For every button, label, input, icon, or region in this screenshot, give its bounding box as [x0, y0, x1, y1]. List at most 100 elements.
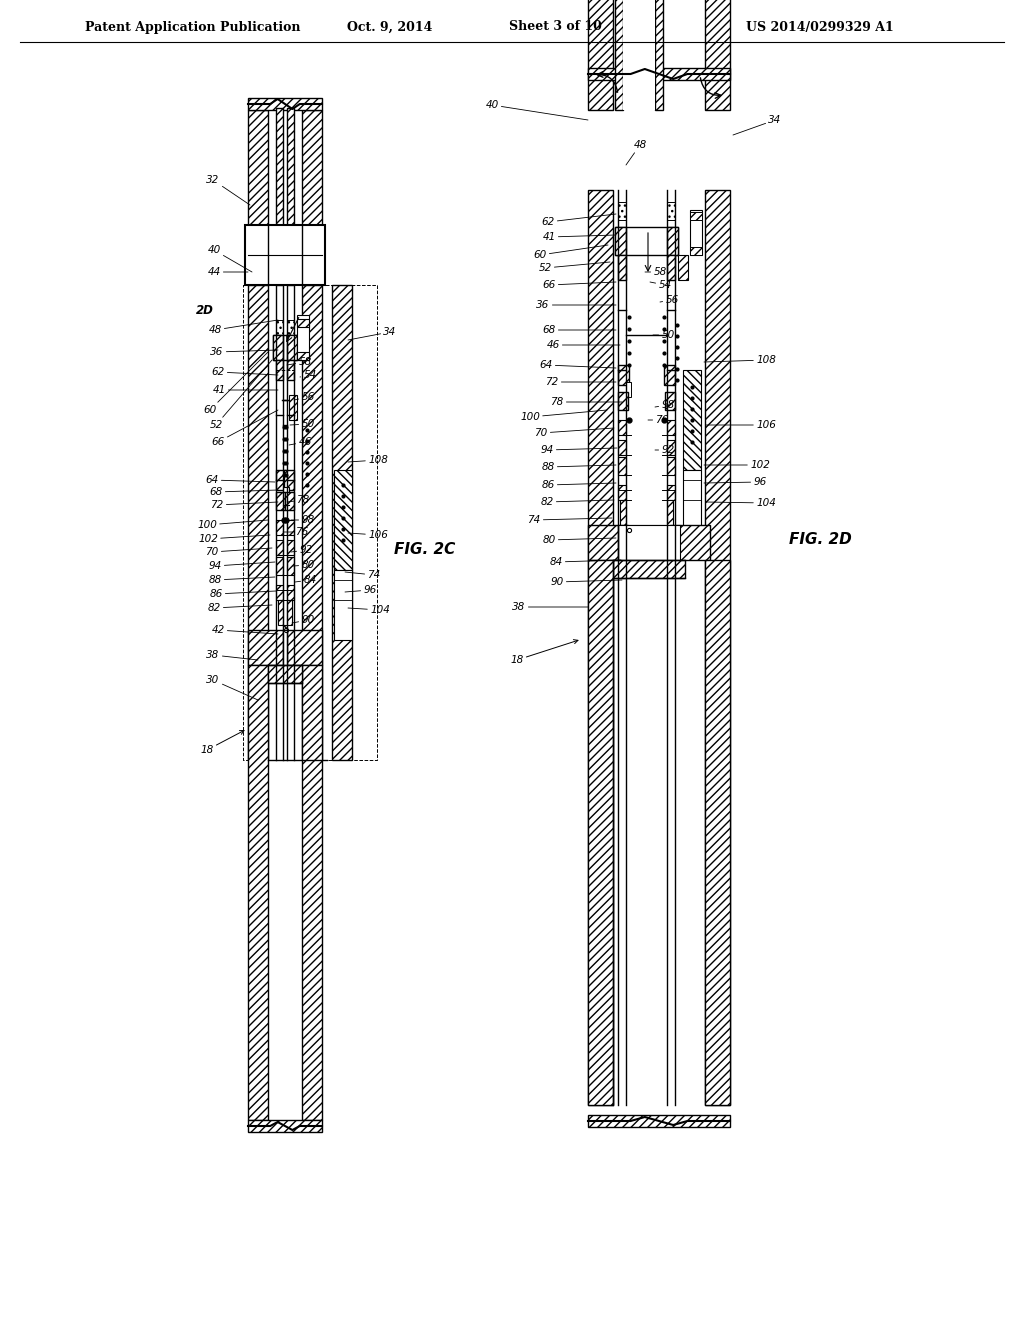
Text: 2D: 2D	[196, 304, 214, 317]
Bar	[248, 630, 283, 665]
Text: 80: 80	[293, 560, 314, 570]
Bar	[297, 315, 309, 360]
Text: 76: 76	[283, 527, 308, 537]
Bar	[620, 500, 626, 525]
Text: 106: 106	[348, 531, 388, 540]
Bar	[690, 210, 702, 255]
Bar	[287, 540, 294, 554]
Bar	[626, 381, 631, 397]
Text: 96: 96	[345, 585, 377, 595]
Bar	[588, 69, 730, 81]
Bar	[588, 525, 628, 560]
Bar	[705, 560, 730, 1105]
Bar	[287, 601, 292, 624]
Bar	[667, 227, 678, 255]
Bar	[302, 285, 322, 760]
Text: 104: 104	[348, 605, 390, 615]
Text: 70: 70	[535, 428, 614, 438]
Text: 40: 40	[485, 100, 588, 120]
Bar	[287, 108, 294, 285]
Text: 42: 42	[211, 624, 278, 635]
Bar	[285, 492, 294, 510]
Bar	[287, 520, 294, 535]
Bar	[626, 525, 667, 540]
Text: 68: 68	[209, 487, 278, 498]
Bar	[618, 525, 680, 560]
Bar	[287, 335, 297, 360]
Text: FIG. 2D: FIG. 2D	[788, 532, 851, 548]
Bar	[705, 190, 730, 1105]
Bar	[287, 319, 294, 335]
Text: 54: 54	[650, 280, 672, 290]
Text: 46: 46	[289, 437, 311, 447]
Text: US 2014/0299329 A1: US 2014/0299329 A1	[746, 21, 894, 33]
Bar	[588, 190, 613, 1105]
Text: 80: 80	[543, 535, 616, 545]
Text: 48: 48	[626, 140, 646, 165]
Text: 38: 38	[512, 602, 588, 612]
Text: 106: 106	[706, 420, 776, 430]
Text: Oct. 9, 2014: Oct. 9, 2014	[347, 21, 433, 33]
Text: 102: 102	[705, 459, 770, 470]
Text: 18: 18	[201, 730, 244, 755]
Text: 90: 90	[550, 577, 622, 587]
Bar	[588, 0, 613, 110]
Bar	[615, 0, 623, 110]
Bar	[248, 98, 322, 110]
Bar	[615, 227, 678, 255]
Text: 62: 62	[542, 214, 616, 227]
Bar	[297, 319, 309, 327]
Text: 72: 72	[210, 500, 278, 510]
Text: 84: 84	[549, 557, 621, 568]
Bar	[302, 110, 322, 224]
Text: FIG. 2C: FIG. 2C	[394, 543, 456, 557]
Text: 88: 88	[542, 462, 616, 473]
Bar	[667, 457, 675, 475]
Bar	[683, 370, 701, 470]
Text: 86: 86	[542, 480, 616, 490]
Text: 48: 48	[208, 319, 278, 335]
Text: 72: 72	[546, 378, 616, 387]
Bar	[248, 285, 268, 760]
Bar	[276, 470, 286, 490]
Bar	[332, 285, 352, 760]
Text: 64: 64	[540, 360, 616, 370]
Text: Patent Application Publication: Patent Application Publication	[85, 21, 300, 33]
Bar	[618, 420, 626, 436]
Text: 32: 32	[207, 176, 250, 205]
Text: 84: 84	[295, 576, 316, 585]
Bar	[276, 108, 283, 285]
Bar	[334, 470, 352, 570]
Text: 60: 60	[534, 246, 608, 260]
Bar	[273, 335, 283, 360]
Bar	[618, 366, 629, 385]
Bar	[287, 630, 322, 665]
Bar	[667, 255, 675, 280]
Bar	[283, 487, 289, 506]
Bar	[276, 492, 285, 510]
Text: 60: 60	[204, 352, 268, 414]
Text: 94: 94	[541, 445, 617, 455]
Bar	[618, 255, 626, 280]
Bar	[683, 470, 701, 545]
Text: 70: 70	[206, 546, 272, 557]
Text: 104: 104	[706, 498, 776, 508]
Text: 64: 64	[206, 475, 275, 484]
Text: 96: 96	[705, 477, 767, 487]
Text: 98: 98	[291, 515, 314, 525]
Bar	[618, 202, 626, 220]
Bar	[287, 360, 294, 380]
Bar	[289, 395, 297, 420]
Bar	[667, 500, 673, 525]
Bar	[276, 520, 283, 535]
Bar	[276, 360, 283, 380]
Bar	[287, 557, 294, 576]
Text: 18: 18	[510, 640, 578, 665]
Text: 36: 36	[210, 347, 278, 356]
Bar	[276, 319, 283, 335]
Bar	[302, 224, 322, 234]
Text: 100: 100	[520, 411, 607, 422]
Text: 62: 62	[211, 367, 278, 378]
Text: 41: 41	[543, 232, 616, 242]
Bar	[618, 440, 626, 455]
